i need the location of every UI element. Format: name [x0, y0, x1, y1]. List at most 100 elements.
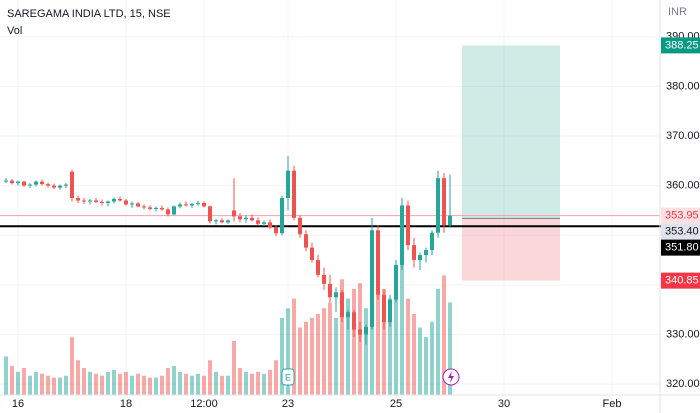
volume-bar — [226, 375, 230, 395]
volume-bar — [382, 288, 386, 395]
volume-bar — [4, 356, 8, 395]
volume-bar — [280, 317, 284, 395]
volume-bar — [442, 275, 446, 395]
profit-zone — [462, 45, 560, 219]
candle-body — [202, 202, 206, 207]
candle-body — [424, 250, 428, 256]
candle-body — [118, 198, 122, 201]
candle-body — [310, 247, 314, 261]
candle-body — [136, 203, 140, 207]
volume-bar — [184, 373, 188, 395]
volume-bar — [286, 308, 290, 395]
volume-bar — [256, 371, 260, 395]
volume-bar — [400, 263, 404, 395]
candle-body — [244, 217, 248, 220]
candle-body — [16, 181, 20, 184]
candle-body — [256, 220, 260, 224]
volume-bar — [124, 371, 128, 395]
candle-body — [178, 204, 182, 207]
candle-body — [412, 245, 416, 261]
candle-body — [130, 203, 134, 205]
y-tick-label: 320.00 — [666, 378, 700, 390]
volume-bar — [292, 298, 296, 395]
volume-bar — [214, 371, 218, 395]
price-badge — [661, 37, 700, 54]
price-badge — [661, 239, 700, 256]
volume-bar — [88, 371, 92, 395]
volume-bar — [274, 360, 278, 395]
volume-bar — [262, 373, 266, 395]
volume-bar — [244, 371, 248, 395]
candle-body — [22, 181, 26, 186]
volume-bar — [70, 337, 74, 395]
candle-body — [304, 234, 308, 248]
candle-body — [442, 178, 446, 226]
x-tick-label: 18 — [120, 398, 132, 410]
volume-bar — [202, 375, 206, 395]
y-tick-label: 370.00 — [666, 130, 700, 142]
candle-body — [184, 204, 188, 206]
candle-body — [76, 197, 80, 201]
volume-bar — [154, 377, 158, 395]
volume-bar — [220, 375, 224, 395]
volume-bar — [148, 377, 152, 395]
volume-bar — [448, 302, 452, 395]
candle-body — [436, 178, 440, 233]
candle-body — [214, 220, 218, 222]
candle-body — [196, 202, 200, 204]
volume-bar — [112, 369, 116, 395]
volume-bar — [166, 368, 170, 395]
volume-bar — [310, 317, 314, 395]
candle-body — [364, 327, 368, 335]
volume-bar — [424, 337, 428, 395]
candle-body — [292, 170, 296, 218]
volume-bar — [172, 366, 176, 395]
candle-body — [286, 170, 290, 198]
candle-body — [322, 274, 326, 284]
candle-body — [190, 203, 194, 206]
candle-body — [448, 215, 452, 226]
volume-bar — [100, 375, 104, 395]
candle-body — [334, 292, 338, 298]
candle-body — [112, 198, 116, 202]
earnings-marker-label: E — [285, 372, 291, 382]
volume-label: Vol — [7, 25, 22, 37]
volume-bar — [58, 377, 62, 395]
volume-bar — [232, 341, 236, 395]
candle-body — [28, 184, 32, 186]
candle-body — [124, 200, 128, 205]
x-tick-label: 30 — [498, 398, 510, 410]
candle-body — [340, 292, 344, 318]
volume-bar — [16, 371, 20, 395]
candle-body — [238, 216, 242, 220]
price-badge-label: 388.25 — [665, 39, 699, 51]
candle-body — [406, 205, 410, 246]
y-tick-label: 360.00 — [666, 179, 700, 191]
x-tick-label: Feb — [603, 398, 622, 410]
x-tick-label: 25 — [390, 398, 402, 410]
candle-body — [64, 184, 68, 186]
candle-body — [52, 185, 56, 188]
candle-body — [88, 200, 92, 202]
volume-bar — [238, 368, 242, 395]
volume-bar — [178, 371, 182, 395]
volume-bar — [82, 368, 86, 395]
candle-body — [148, 207, 152, 209]
x-tick-label: 23 — [282, 398, 294, 410]
volume-bar — [28, 375, 32, 395]
volume-bar — [334, 317, 338, 395]
candle-body — [226, 220, 230, 223]
candle-body — [40, 181, 44, 185]
volume-bar — [118, 373, 122, 395]
volume-bar — [322, 308, 326, 395]
volume-bar — [388, 298, 392, 395]
earnings-marker — [281, 368, 295, 386]
candles — [4, 155, 452, 345]
candle-body — [394, 264, 398, 300]
candle-body — [352, 312, 356, 330]
candle-body — [82, 200, 86, 202]
candle-body — [70, 171, 74, 198]
volume-bar — [316, 314, 320, 395]
price-badge-label: 353.95 — [665, 210, 699, 222]
candle-body — [154, 207, 158, 209]
